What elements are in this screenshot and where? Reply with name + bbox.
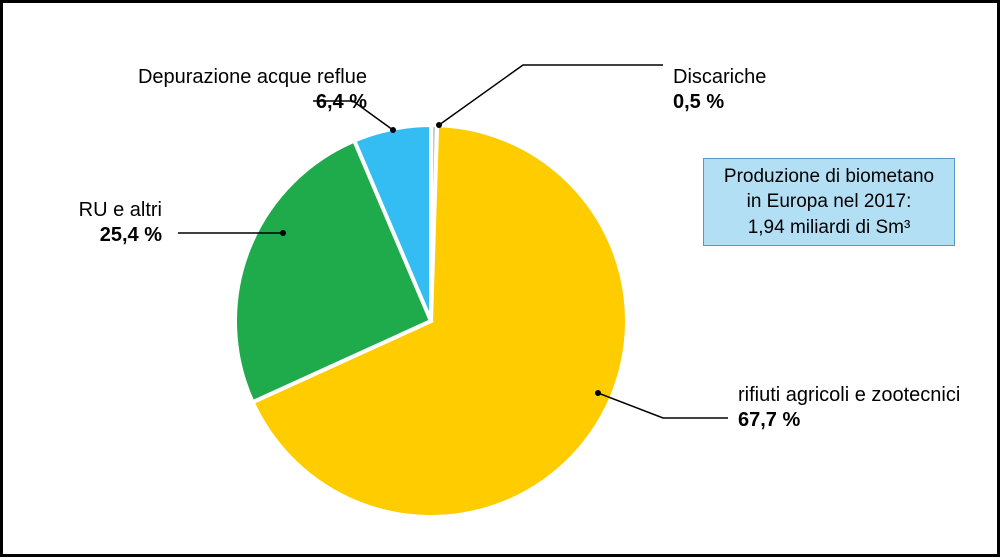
slice-label-value: 6,4 % <box>138 90 367 115</box>
slice-label-discariche: Discariche0,5 % <box>673 65 766 115</box>
leader-dot-rifiuti <box>595 390 601 396</box>
slice-label-value: 0,5 % <box>673 90 766 115</box>
slice-label-name: RU e altri <box>79 198 162 223</box>
slice-label-name: rifiuti agricoli e zootecnici <box>738 383 960 408</box>
leader-dot-depurazione <box>390 127 396 133</box>
info-box-line: Produzione di biometano <box>724 164 934 190</box>
leader-line-discariche <box>439 65 663 125</box>
slice-label-name: Discariche <box>673 65 766 90</box>
slice-label-rifiuti: rifiuti agricoli e zootecnici67,7 % <box>738 383 960 433</box>
info-box-line: in Europa nel 2017: <box>747 189 912 215</box>
leader-dot-ru <box>280 230 286 236</box>
info-box-line: 1,94 miliardi di Sm³ <box>748 215 911 241</box>
leader-line-rifiuti <box>598 393 728 418</box>
chart-frame: Produzione di biometanoin Europa nel 201… <box>0 0 1000 557</box>
slice-label-value: 67,7 % <box>738 408 960 433</box>
leader-dot-discariche <box>436 122 442 128</box>
slice-label-name: Depurazione acque reflue <box>138 65 367 90</box>
info-box: Produzione di biometanoin Europa nel 201… <box>703 158 955 246</box>
slice-label-ru: RU e altri25,4 % <box>79 198 162 248</box>
slice-label-depurazione: Depurazione acque reflue6,4 % <box>138 65 367 115</box>
slice-label-value: 25,4 % <box>79 223 162 248</box>
